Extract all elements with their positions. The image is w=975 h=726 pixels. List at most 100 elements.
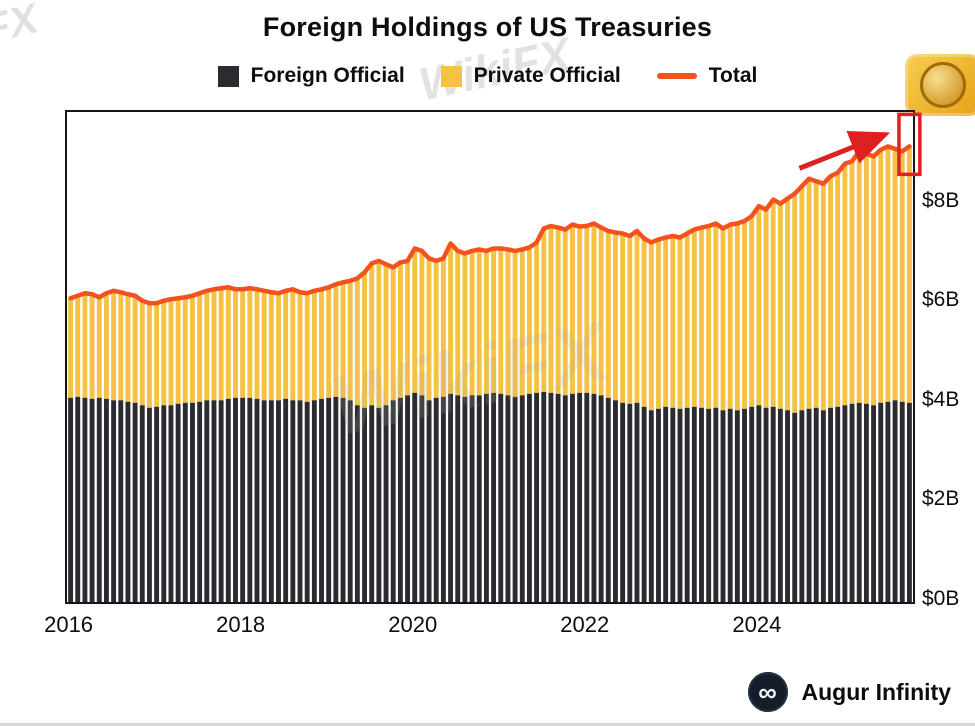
bar-private-official [448, 243, 454, 394]
bar-private-official [440, 258, 446, 397]
bar-private-official [713, 223, 719, 408]
bar-foreign-official [570, 393, 575, 602]
bar-private-official [147, 303, 152, 408]
bar-foreign-official [254, 398, 260, 602]
bar-private-official [885, 146, 891, 402]
bar-private-official [534, 242, 540, 393]
bar-foreign-official [835, 406, 841, 602]
y-tick-label: $2B [922, 487, 960, 511]
bar-private-official [340, 282, 346, 398]
bar-foreign-official [311, 400, 317, 602]
y-tick-label: $4B [922, 387, 960, 411]
bar-foreign-official [512, 396, 518, 602]
x-tick-label: 2024 [732, 612, 782, 637]
bar-foreign-official [225, 398, 231, 602]
bar-foreign-official [390, 400, 396, 602]
bar-private-official [326, 287, 332, 398]
bar-foreign-official [261, 400, 267, 602]
bar-foreign-official [548, 392, 554, 602]
bar-private-official [225, 287, 231, 399]
highlight-box-annotation [897, 112, 922, 177]
bar-foreign-official [806, 408, 812, 602]
bar-private-official [132, 295, 138, 403]
bar-foreign-official [777, 408, 783, 602]
bar-foreign-official [491, 392, 497, 602]
bar-private-official [577, 226, 583, 393]
bar-private-official [627, 235, 633, 404]
bar-foreign-official [541, 391, 547, 602]
bar-private-official [699, 227, 704, 408]
bar-private-official [290, 289, 296, 401]
bar-private-official [75, 295, 81, 397]
bar-foreign-official [906, 402, 912, 602]
bar-foreign-official [304, 401, 310, 602]
bar-private-official [204, 290, 210, 401]
bar-private-official [899, 151, 905, 402]
bar-foreign-official [828, 407, 833, 602]
bar-foreign-official [462, 396, 468, 602]
bar-foreign-official [362, 407, 367, 602]
bar-foreign-official [103, 398, 109, 602]
bar-foreign-official [397, 397, 403, 602]
bar-foreign-official [218, 400, 224, 602]
bar-private-official [613, 232, 618, 401]
bar-private-official [641, 238, 647, 407]
legend-item-private-official: Private Official [440, 64, 621, 88]
bar-foreign-official [555, 393, 561, 602]
bar-private-official [383, 264, 389, 406]
bar-foreign-official [785, 410, 790, 602]
bar-foreign-official [354, 405, 360, 602]
bar-private-official [161, 300, 167, 406]
legend-label: Foreign Official [250, 64, 405, 87]
bar-private-official [677, 237, 683, 409]
bar-foreign-official [190, 402, 195, 602]
bar-foreign-official [641, 406, 647, 602]
bar-foreign-official [419, 395, 425, 602]
bar-foreign-official [89, 398, 95, 602]
bar-private-official [476, 249, 482, 396]
bar-private-official [670, 235, 676, 408]
bar-foreign-official [154, 406, 160, 602]
bar-private-official [620, 233, 626, 403]
bar-foreign-official [233, 397, 238, 602]
bar-foreign-official [577, 392, 583, 602]
bar-private-official [268, 292, 274, 401]
bar-private-official [555, 227, 561, 394]
bar-private-official [892, 148, 898, 401]
bar-private-official [254, 289, 260, 399]
y-tick-label: $8B [922, 188, 960, 212]
bar-foreign-official [792, 412, 798, 602]
bar-private-official [311, 290, 317, 401]
bar-foreign-official [369, 405, 375, 602]
brand-footer: ∞ Augur Infinity [747, 672, 951, 712]
bar-foreign-official [691, 406, 697, 602]
bar-foreign-official [383, 405, 389, 602]
bar-foreign-official [326, 397, 332, 602]
bar-private-official [233, 289, 238, 398]
bar-foreign-official [333, 396, 339, 602]
bar-private-official [770, 199, 776, 407]
bar-foreign-official [197, 401, 203, 602]
wikifx-badge-icon [905, 54, 975, 116]
bar-foreign-official [534, 392, 540, 602]
bar-private-official [462, 253, 468, 397]
y-tick-label: $6B [922, 288, 960, 312]
bar-private-official [648, 242, 654, 411]
bar-foreign-official [426, 400, 432, 602]
bar-private-official [634, 231, 640, 403]
infinity-symbol-icon: ∞ [758, 677, 777, 707]
bar-private-official [863, 153, 869, 404]
bar-foreign-official [699, 407, 704, 602]
bar-foreign-official [204, 400, 210, 602]
bar-foreign-official [476, 395, 482, 602]
bar-foreign-official [240, 397, 246, 602]
bar-foreign-official [340, 397, 346, 602]
bar-private-official [182, 297, 188, 403]
bar-private-official [498, 248, 504, 394]
bar-private-official [684, 233, 690, 408]
bar-foreign-official [871, 405, 877, 602]
bar-foreign-official [756, 405, 762, 602]
bar-foreign-official [182, 402, 188, 602]
bar-foreign-official [605, 397, 611, 602]
bar-foreign-official [96, 397, 102, 602]
